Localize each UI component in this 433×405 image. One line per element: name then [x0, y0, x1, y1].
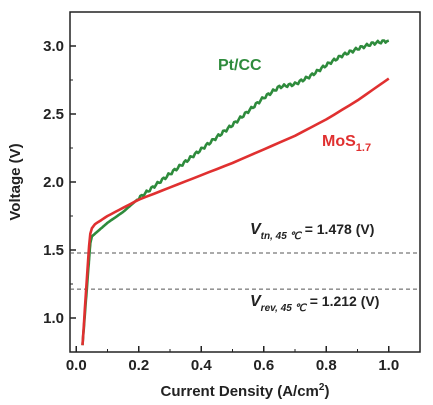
x-tick-label: 0.4	[191, 357, 213, 374]
reference-lines	[70, 252, 420, 290]
series-lines	[81, 39, 390, 346]
axis-ticks: 0.0 0.2 0.4 0.6 0.8 1.0 1.0 1.5 2.0 2.5 3.0	[43, 38, 399, 374]
y-tick-label: 1.5	[43, 242, 64, 259]
x-tick-label: 0.6	[253, 357, 274, 374]
annotation-vtn: Vtn, 45 ℃ = 1.478 (V)	[250, 221, 374, 242]
y-axis-title: Voltage (V)	[7, 143, 24, 220]
series-line-ptcc	[81, 39, 390, 346]
y-tick-label: 2.5	[43, 106, 64, 123]
series-label-ptcc: Pt/CC	[218, 57, 262, 74]
x-tick-label: 0.8	[316, 357, 337, 374]
y-tick-label: 3.0	[43, 38, 64, 55]
y-tick-label: 2.0	[43, 174, 64, 191]
series-label-mos: MoS1.7	[322, 133, 371, 154]
y-tick-label: 1.0	[43, 310, 64, 327]
x-tick-label: 1.0	[378, 357, 399, 374]
series-line-mos	[81, 77, 390, 346]
x-tick-label: 0.2	[128, 357, 149, 374]
x-tick-label: 0.0	[66, 357, 87, 374]
x-axis-title: Current Density (A/cm2)	[161, 382, 330, 400]
annotation-vrev: Vrev, 45 ℃ = 1.212 (V)	[250, 293, 379, 314]
